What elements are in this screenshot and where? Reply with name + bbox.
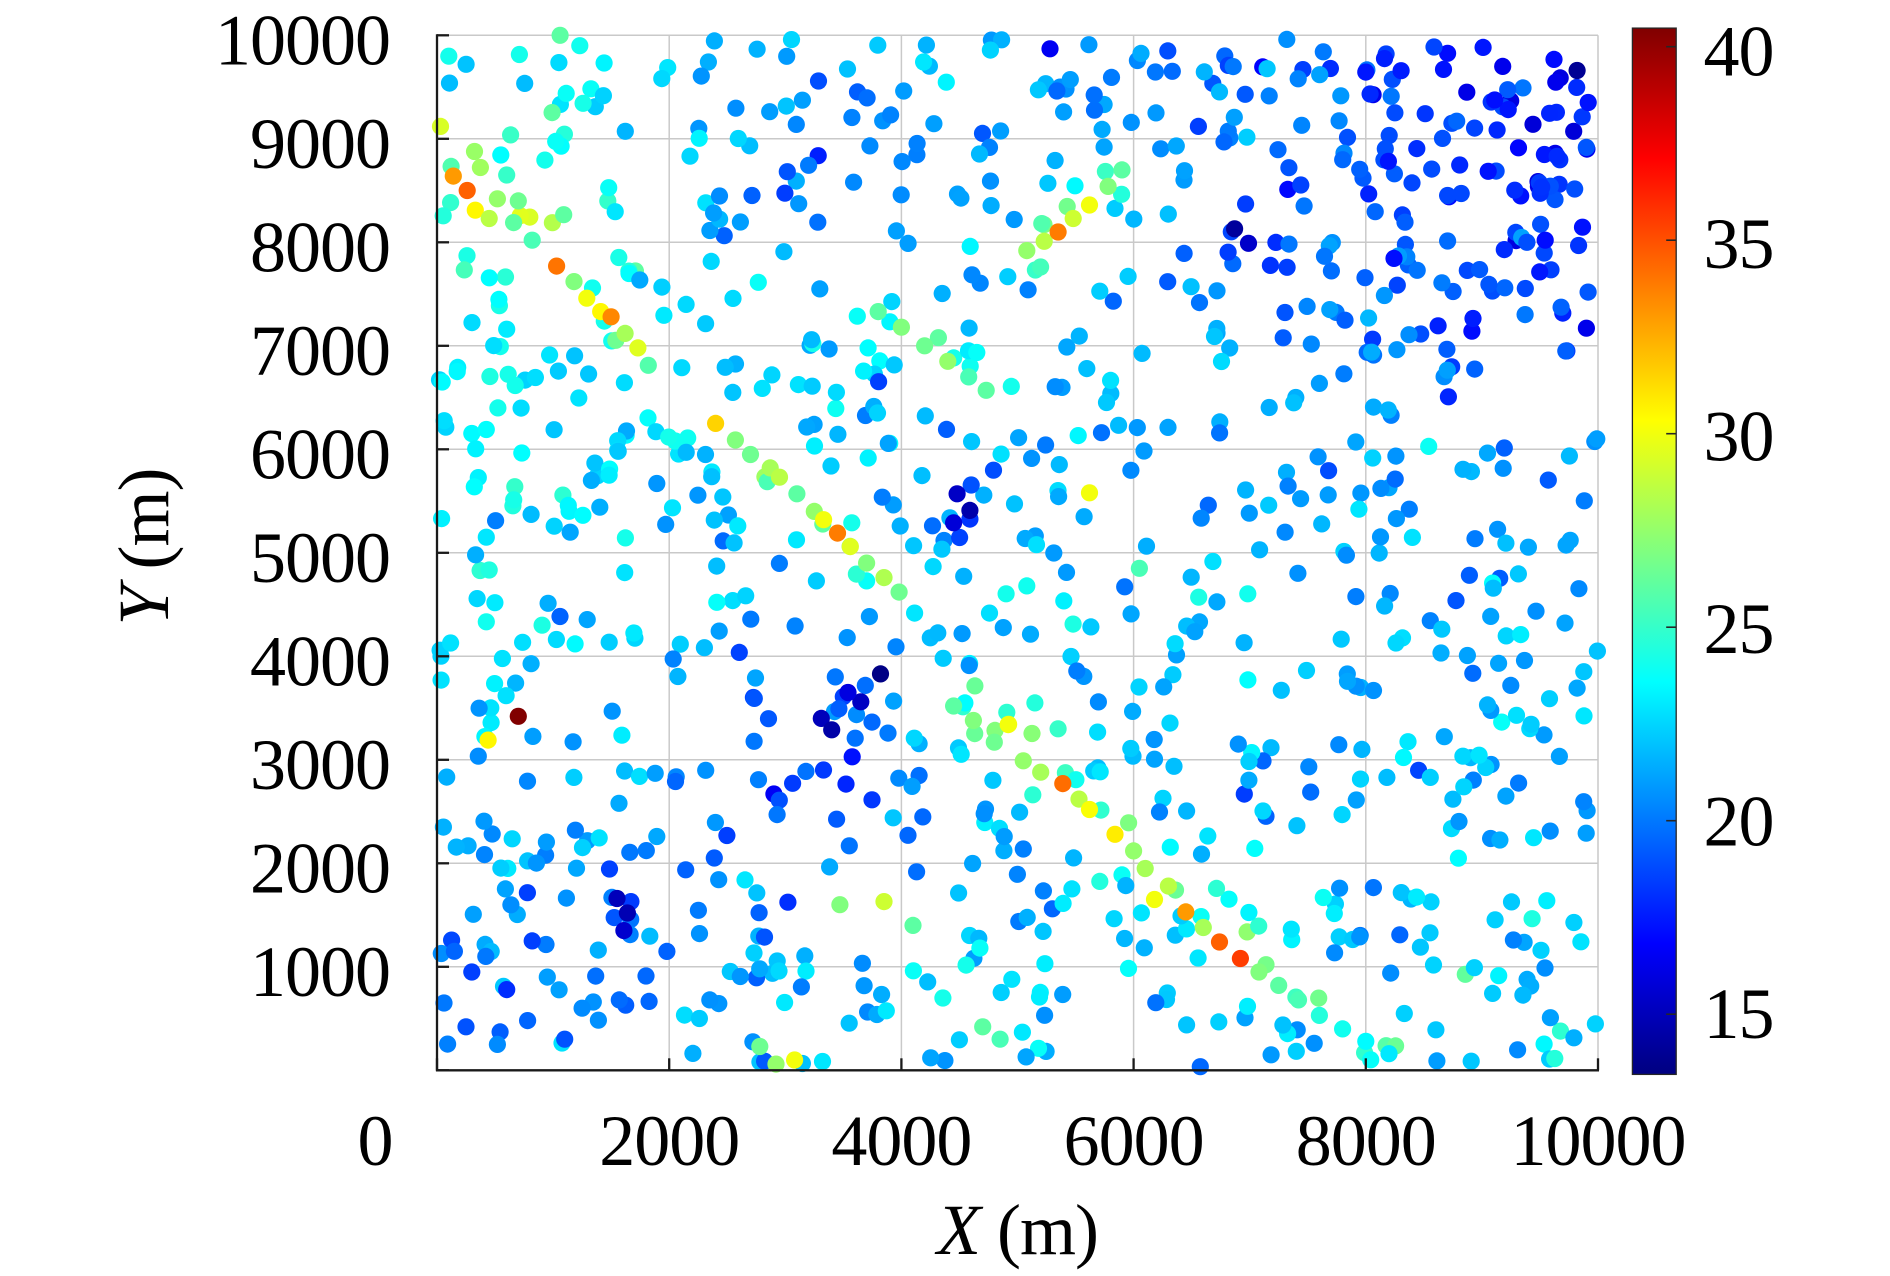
- svg-text:15: 15: [1704, 974, 1774, 1054]
- svg-text:7000: 7000: [250, 311, 390, 391]
- svg-text:20: 20: [1704, 781, 1774, 861]
- svg-text:3000: 3000: [250, 725, 390, 805]
- svg-text:8000: 8000: [1296, 1101, 1436, 1181]
- svg-text:30: 30: [1704, 397, 1774, 477]
- svg-text:5000: 5000: [250, 518, 390, 598]
- svg-text:10000: 10000: [215, 0, 390, 80]
- svg-text:4000: 4000: [831, 1101, 971, 1181]
- svg-text:4000: 4000: [250, 621, 390, 701]
- svg-text:35: 35: [1704, 204, 1774, 284]
- svg-text:2000: 2000: [250, 828, 390, 908]
- svg-text:10000: 10000: [1511, 1101, 1686, 1181]
- svg-text:9000: 9000: [250, 104, 390, 184]
- svg-text:40: 40: [1704, 12, 1774, 92]
- svg-text:0: 0: [358, 1101, 393, 1181]
- svg-text:6000: 6000: [1064, 1101, 1204, 1181]
- svg-text:1000: 1000: [250, 932, 390, 1012]
- svg-text:X (m): X (m): [934, 1190, 1098, 1270]
- svg-text:25: 25: [1704, 589, 1774, 669]
- svg-text:8000: 8000: [250, 207, 390, 287]
- svg-text:2000: 2000: [599, 1101, 739, 1181]
- svg-text:Y (m): Y (m): [104, 468, 184, 625]
- svg-text:6000: 6000: [250, 414, 390, 494]
